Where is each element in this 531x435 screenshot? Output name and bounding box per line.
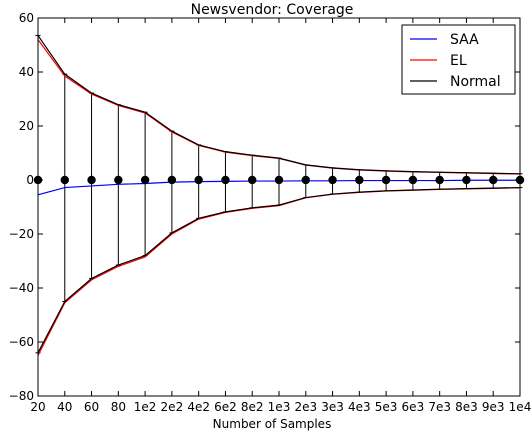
data-point-16 — [435, 175, 444, 185]
data-point-4 — [114, 175, 123, 185]
y-tick-label-60: 60 — [19, 11, 34, 25]
y-tick-label-40: 40 — [19, 65, 34, 79]
y-tick-label--80: −80 — [9, 389, 34, 403]
y-tick-label-0: 0 — [26, 173, 34, 187]
data-point-15 — [408, 175, 418, 185]
normal-upper-line — [37, 35, 521, 175]
x-tick-label-13: 4e3 — [348, 400, 371, 414]
data-point-11 — [301, 175, 310, 185]
x-tick-label-15: 6e3 — [402, 400, 425, 414]
x-tick-label-19: 1e4 — [509, 400, 531, 414]
y-tick-label-20: 20 — [19, 119, 34, 133]
x-tick-label-3: 60 — [84, 400, 99, 414]
x-tick-label-7: 4e2 — [187, 400, 210, 414]
axes-layer: −80 −60 −40 −20 0 20 40 60 20 40 60 80 1e2 2e2 4e2 6e2 8… — [9, 11, 531, 414]
y-tick-label--60: −60 — [9, 335, 34, 349]
chart-title: Newsvendor: Coverage — [191, 2, 354, 18]
legend-label-normal: Normal — [450, 74, 501, 90]
data-point-14 — [381, 175, 391, 185]
x-tick-label-5: 1e2 — [134, 400, 157, 414]
x-tick-label-18: 9e3 — [482, 400, 505, 414]
data-point-10 — [274, 175, 284, 185]
x-tick-label-10: 1e3 — [268, 400, 291, 414]
data-point-9 — [248, 175, 257, 185]
data-point-2 — [60, 175, 69, 185]
legend: SAA EL Normal — [401, 24, 516, 95]
y-tick-label--40: −40 — [9, 281, 34, 295]
x-tick-label-8: 6e2 — [214, 400, 237, 414]
data-point-3 — [87, 175, 96, 185]
x-tick-label-4: 80 — [111, 400, 126, 414]
data-point-17 — [462, 175, 471, 185]
x-tick-label-11: 2e3 — [294, 400, 317, 414]
normal-lower-line — [37, 186, 521, 354]
data-point-6 — [167, 175, 177, 185]
data-point-5 — [140, 175, 150, 185]
x-tick-label-14: 5e3 — [375, 400, 398, 414]
legend-label-saa: SAA — [450, 32, 479, 48]
data-point-18 — [489, 175, 498, 185]
x-tick-label-2: 40 — [57, 400, 72, 414]
plot-layer — [33, 35, 525, 356]
x-tick-label-12: 3e3 — [321, 400, 344, 414]
y-tick-label--20: −20 — [9, 227, 34, 241]
x-tick-label-16: 7e3 — [428, 400, 451, 414]
legend-label-el: EL — [450, 53, 467, 69]
data-point-13 — [355, 175, 364, 185]
data-point-12 — [328, 175, 337, 185]
x-tick-label-1: 20 — [30, 400, 45, 414]
data-point-7 — [194, 175, 203, 185]
x-tick-label-9: 8e2 — [241, 400, 264, 414]
el-lower-line — [37, 187, 521, 356]
x-tick-label-17: 8e3 — [455, 400, 478, 414]
x-axis-label: Number of Samples — [213, 417, 332, 431]
x-tick-label-6: 2e2 — [161, 400, 184, 414]
data-point-8 — [221, 175, 230, 185]
